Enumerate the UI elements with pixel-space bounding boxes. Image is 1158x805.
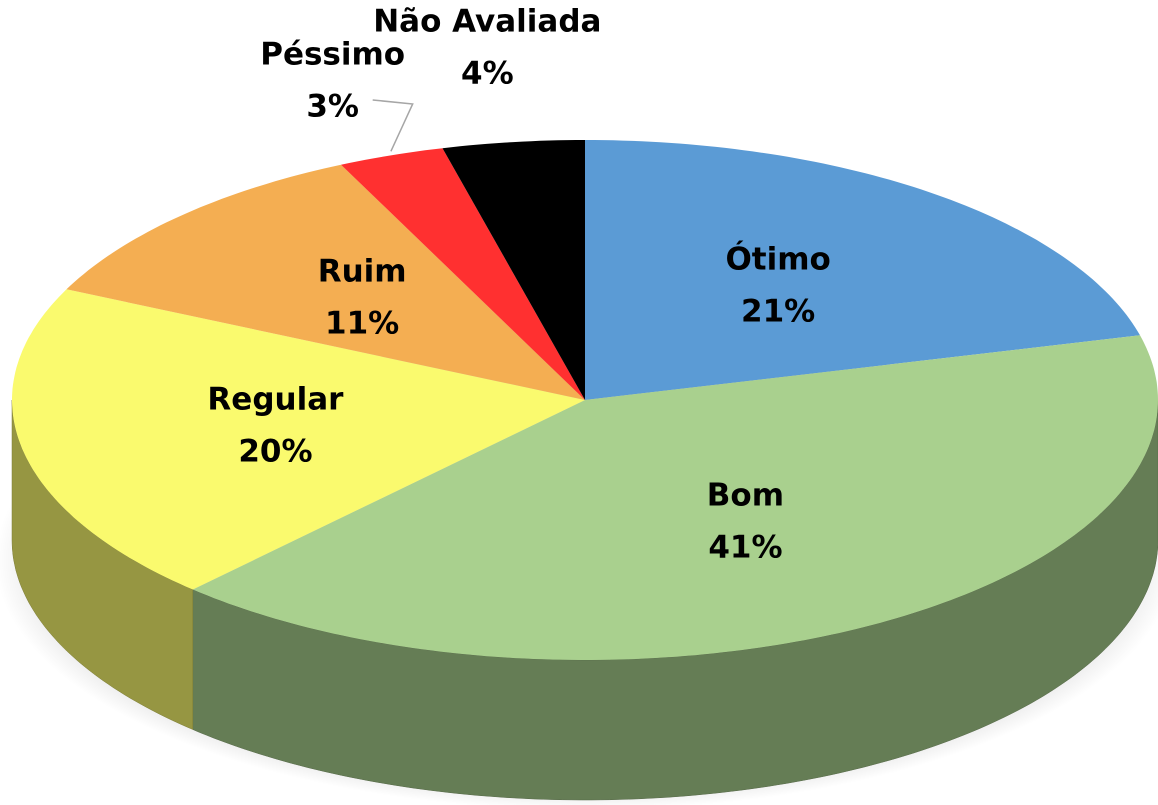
pie-slice	[442, 140, 585, 400]
slice-label-value: 41%	[708, 530, 782, 566]
slice-label-value: 3%	[306, 88, 359, 124]
pie-slice	[341, 148, 585, 400]
pie-slice	[192, 335, 1158, 660]
pie-slice	[585, 140, 1140, 400]
slice-label-name: Bom	[707, 478, 784, 514]
slice-label-name: Regular	[207, 381, 344, 417]
pie-slice	[12, 289, 585, 590]
slice-label-value: 11%	[325, 305, 399, 341]
pie-side	[11, 399, 194, 730]
slice-label-name: Não Avaliada	[373, 4, 601, 40]
slice-label-value: 20%	[238, 433, 312, 469]
slice-label-name: Péssimo	[260, 36, 405, 72]
leader-line	[372, 99, 414, 152]
slice-label-value: 4%	[461, 56, 514, 92]
pie-slice	[66, 164, 585, 400]
slice-label-value: 21%	[741, 294, 815, 330]
slice-label-name: Ruim	[318, 253, 407, 289]
slice-label-name: Ótimo	[725, 241, 830, 278]
